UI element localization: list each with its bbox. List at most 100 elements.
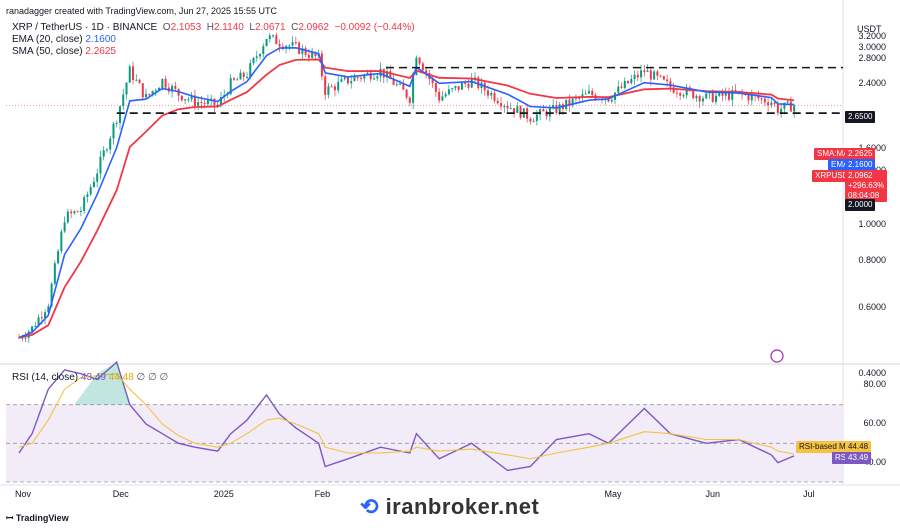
candle-body	[747, 94, 750, 101]
candle-body	[135, 79, 138, 81]
candle-body	[392, 78, 395, 85]
symbol-label[interactable]: XRP / TetherUS · 1D · BINANCE	[12, 22, 158, 33]
candle-body	[441, 96, 444, 101]
candle-body	[711, 92, 714, 102]
candle-body	[542, 109, 545, 112]
ema-tag: 2.1600	[845, 159, 876, 171]
candle-body	[451, 88, 454, 90]
candle-body	[141, 83, 144, 98]
candle-body	[262, 46, 265, 55]
candle-body	[122, 94, 125, 107]
candle-body	[513, 108, 516, 113]
high-value: 2.1140	[213, 22, 244, 33]
candle-body	[584, 93, 587, 95]
candle-body	[229, 78, 232, 95]
candle-body	[275, 35, 278, 45]
candle-body	[346, 77, 349, 84]
rsi-overbought-fill	[74, 362, 130, 405]
candle-body	[21, 337, 24, 339]
candle-body	[268, 35, 271, 39]
candle-body	[535, 114, 538, 121]
tradingview-logo[interactable]: ꟷ TradingView	[6, 511, 69, 524]
low-value: 2.0671	[254, 22, 286, 33]
candle-body	[164, 78, 167, 88]
ema-row[interactable]: EMA (20, close) 2.1600	[12, 34, 116, 45]
candle-body	[187, 99, 190, 101]
candle-body	[421, 63, 424, 71]
resistance-tag: 2.6500	[845, 111, 876, 123]
time-tick: Dec	[112, 489, 129, 499]
candle-body	[47, 306, 50, 313]
price-tick: 3.2000	[858, 31, 886, 42]
rsi-ma-tag: 44.48	[845, 441, 872, 453]
candle-body	[246, 76, 249, 78]
candle-body	[24, 337, 27, 339]
price-tick: 0.8000	[858, 255, 886, 266]
candle-body	[770, 102, 773, 106]
candle-body	[503, 105, 506, 107]
candle-body	[92, 181, 95, 188]
candle-body	[255, 56, 258, 58]
candle-body	[171, 85, 174, 92]
sma-line	[18, 58, 795, 339]
candle-body	[242, 72, 245, 78]
candle-body	[506, 105, 509, 109]
candle-body	[99, 156, 102, 174]
rsi-ma-line	[18, 373, 795, 460]
candle-body	[278, 44, 281, 47]
candle-body	[118, 106, 121, 123]
time-tick: Nov	[15, 489, 32, 499]
candle-body	[125, 82, 128, 95]
rsi-extra: ∅ ∅ ∅	[136, 372, 169, 383]
candle-body	[102, 150, 105, 157]
candle-body	[311, 52, 314, 58]
rsi-row[interactable]: RSI (14, close) 43.49 44.48 ∅ ∅ ∅	[12, 372, 168, 383]
candle-body	[659, 75, 662, 77]
candle-body	[438, 91, 441, 101]
candle-body	[50, 283, 53, 307]
candle-body	[206, 100, 209, 105]
candle-body	[236, 79, 239, 81]
candle-body	[731, 90, 734, 100]
open-label: O	[162, 22, 171, 33]
candle-body	[366, 72, 369, 75]
candle-body	[467, 83, 470, 88]
candle-body	[728, 92, 731, 100]
price-tick: 2.4000	[858, 77, 886, 88]
rsi-tick: 60.00	[863, 418, 886, 428]
open-value: 2.1053	[170, 22, 202, 33]
time-tick: Jul	[803, 489, 815, 499]
candle-body	[138, 79, 141, 84]
candle-body	[60, 231, 63, 252]
candle-body	[487, 90, 490, 96]
candle-body	[412, 74, 415, 103]
candle-body	[714, 95, 717, 102]
candle-body	[327, 86, 330, 95]
rsi-label: RSI (14, close)	[12, 372, 79, 383]
rsi-tag: 43.49	[845, 452, 872, 464]
candle-body	[193, 95, 196, 106]
candle-body	[337, 81, 340, 91]
candle-body	[252, 57, 255, 64]
candle-body	[662, 76, 665, 80]
candle-body	[607, 98, 610, 102]
candle-body	[386, 71, 389, 78]
sma-row[interactable]: SMA (50, close) 2.2625	[12, 46, 116, 57]
candle-body	[382, 68, 385, 78]
ema-line	[18, 46, 795, 339]
candle-body	[373, 78, 376, 80]
price-unit[interactable]: USDT	[857, 24, 882, 34]
candle-body	[666, 79, 669, 82]
candle-body	[330, 86, 333, 88]
candle-body	[649, 70, 652, 80]
low-label: L	[249, 22, 255, 33]
candle-body	[96, 173, 99, 182]
candle-body	[721, 91, 724, 96]
candle-body	[405, 89, 408, 98]
price-tick: 2.8000	[858, 52, 886, 63]
candle-body	[132, 66, 135, 81]
candle-body	[789, 101, 792, 112]
tv-icon: ꟷ	[6, 513, 14, 523]
rsi-line	[18, 360, 795, 472]
high-label: H	[206, 22, 214, 33]
